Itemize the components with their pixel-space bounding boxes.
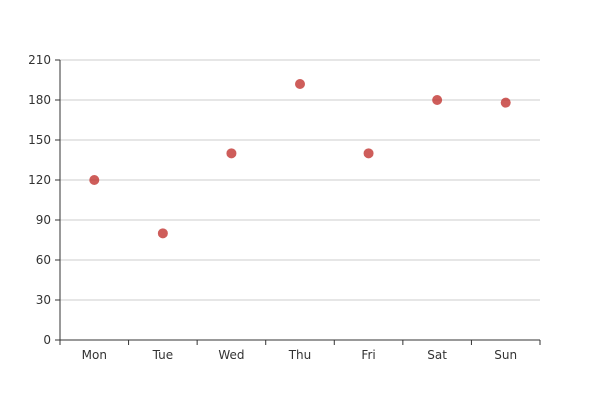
- data-point-wed[interactable]: [226, 148, 237, 159]
- y-axis-labels: 0 30 60 90 120 150 180 210: [28, 53, 51, 347]
- data-point-sun[interactable]: [500, 97, 511, 108]
- x-tick-label-sun: Sun: [494, 348, 517, 362]
- x-tick-label-sat: Sat: [427, 348, 447, 362]
- y-tick-label-210: 210: [28, 53, 51, 67]
- y-tick-label-90: 90: [36, 213, 51, 227]
- y-tick-label-180: 180: [28, 93, 51, 107]
- y-tick-label-120: 120: [28, 173, 51, 187]
- x-tick-label-fri: Fri: [361, 348, 375, 362]
- data-points: [89, 79, 511, 239]
- grid-lines: [60, 59, 540, 301]
- y-tick-label-30: 30: [36, 293, 51, 307]
- axes: [55, 59, 541, 345]
- data-point-thu[interactable]: [295, 79, 305, 89]
- y-tick-label-150: 150: [28, 133, 51, 147]
- y-tick-label-0: 0: [43, 333, 51, 347]
- x-axis-labels: Mon Tue Wed Thu Fri Sat Sun: [82, 348, 517, 362]
- x-tick-label-tue: Tue: [152, 348, 174, 362]
- data-point-tue[interactable]: [157, 228, 168, 239]
- x-tick-label-wed: Wed: [218, 348, 244, 362]
- x-tick-label-thu: Thu: [288, 348, 312, 362]
- data-point-fri[interactable]: [363, 148, 374, 159]
- x-tick-label-mon: Mon: [82, 348, 107, 362]
- data-point-sat[interactable]: [432, 95, 443, 105]
- y-tick-label-60: 60: [36, 253, 51, 267]
- data-point-mon[interactable]: [89, 175, 100, 185]
